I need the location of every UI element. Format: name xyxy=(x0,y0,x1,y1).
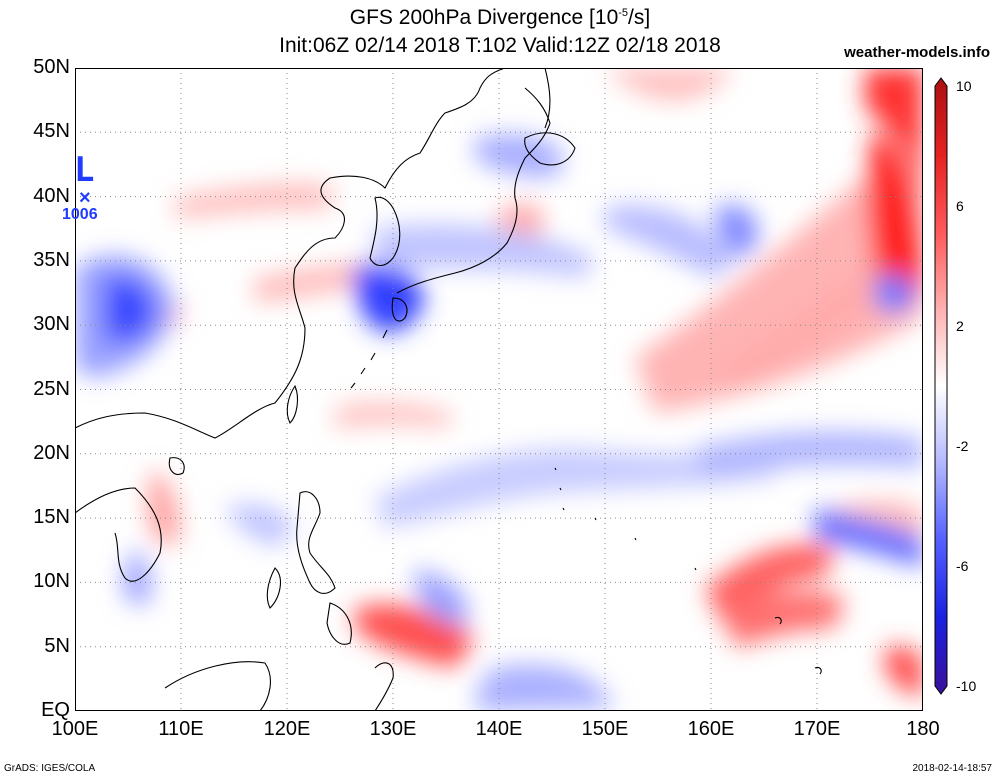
lat-label: 40N xyxy=(33,184,70,207)
map-frame xyxy=(75,68,923,711)
site-label: weather-models.info xyxy=(844,44,990,61)
colorbar-label: -6 xyxy=(956,558,969,574)
lon-label: 140E xyxy=(475,718,523,740)
lon-label: 170E xyxy=(793,718,841,740)
coastlines xyxy=(75,68,822,711)
lat-label: EQ xyxy=(41,699,70,721)
grads-credit: GrADS: IGES/COLA xyxy=(4,763,96,774)
lat-label: 5N xyxy=(44,634,70,657)
lon-label: 150E xyxy=(581,718,629,740)
lon-label: 160E xyxy=(687,718,735,740)
low-pressure-symbol: L xyxy=(74,150,95,190)
timestamp: 2018-02-14-18:57 xyxy=(912,763,992,774)
lat-label: 35N xyxy=(33,248,70,271)
colorbar-label: 2 xyxy=(956,318,964,334)
divergence-field xyxy=(75,68,923,711)
lon-label: 130E xyxy=(369,718,417,740)
lat-label: 20N xyxy=(33,441,70,464)
low-pressure-value: 1006 xyxy=(62,206,98,223)
lon-label: 180 xyxy=(906,718,940,740)
lon-label: 120E xyxy=(263,718,311,740)
lat-label: 45N xyxy=(33,120,70,143)
colorbar-label: -2 xyxy=(956,438,969,454)
lat-label: 15N xyxy=(33,506,70,529)
colorbar-label: -10 xyxy=(956,678,977,694)
colorbar-label: 6 xyxy=(956,198,964,214)
colorbar xyxy=(934,77,948,695)
lon-label: 110E xyxy=(158,718,204,740)
lat-label: 50N xyxy=(33,56,70,78)
chart-title: GFS 200hPa Divergence [10-5/s] xyxy=(349,6,651,29)
lat-label: 10N xyxy=(33,570,70,593)
low-pressure-center-icon: × xyxy=(79,187,91,209)
lon-label: 100E xyxy=(51,718,99,740)
lat-label: 30N xyxy=(33,313,70,336)
colorbar-label: 10 xyxy=(956,78,972,94)
divergence-map xyxy=(75,68,923,711)
lat-label: 25N xyxy=(33,377,70,400)
chart-subtitle: Init:06Z 02/14 2018 T:102 Valid:12Z 02/1… xyxy=(279,34,721,57)
lat-lon-grid xyxy=(75,68,923,711)
